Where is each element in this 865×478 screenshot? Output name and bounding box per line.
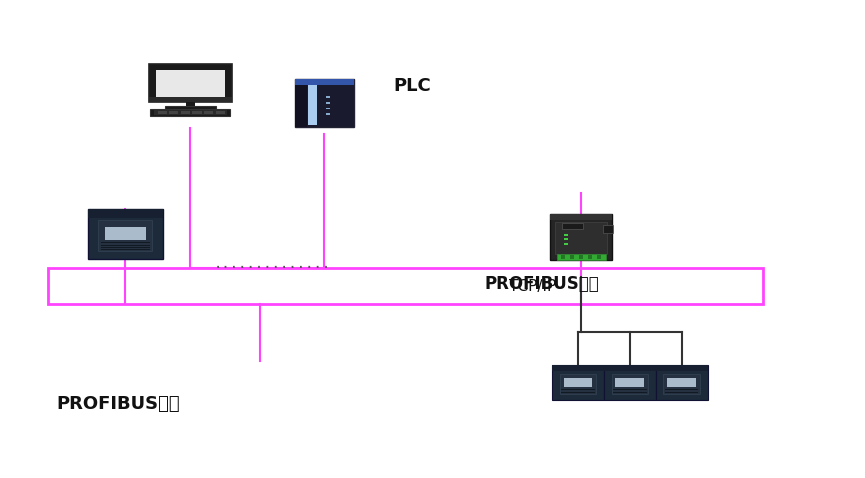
Text: PLC: PLC bbox=[394, 77, 432, 95]
Bar bbox=[215, 113, 225, 114]
Bar bbox=[204, 110, 213, 111]
Bar bbox=[326, 108, 330, 109]
Bar bbox=[663, 374, 700, 394]
Bar bbox=[552, 365, 604, 371]
Bar bbox=[295, 79, 307, 127]
Bar bbox=[668, 378, 696, 387]
Bar bbox=[215, 110, 225, 111]
Bar bbox=[557, 254, 606, 260]
Bar bbox=[100, 249, 151, 250]
Bar bbox=[193, 110, 202, 111]
Bar bbox=[154, 110, 227, 115]
Text: TCP/IP: TCP/IP bbox=[509, 279, 556, 294]
Bar bbox=[564, 378, 593, 387]
Bar bbox=[151, 109, 230, 116]
Text: PROFIBUS设备: PROFIBUS设备 bbox=[56, 395, 180, 413]
Bar bbox=[326, 102, 330, 104]
Bar bbox=[181, 112, 190, 113]
Bar bbox=[181, 113, 190, 114]
Bar bbox=[656, 365, 708, 400]
Bar bbox=[665, 389, 699, 390]
Bar bbox=[181, 110, 190, 111]
Bar bbox=[612, 389, 647, 390]
Text: PROFIBUS总线: PROFIBUS总线 bbox=[484, 275, 599, 293]
Bar bbox=[604, 365, 656, 371]
Bar bbox=[105, 228, 146, 240]
Bar bbox=[564, 243, 568, 245]
Bar bbox=[550, 214, 612, 220]
Bar bbox=[579, 255, 583, 259]
Bar bbox=[156, 70, 225, 98]
Bar bbox=[215, 112, 225, 113]
Bar bbox=[656, 365, 708, 371]
Bar bbox=[555, 222, 607, 254]
Bar bbox=[562, 223, 583, 229]
Bar bbox=[165, 107, 215, 109]
Bar bbox=[603, 225, 613, 233]
Bar bbox=[326, 113, 330, 115]
Bar bbox=[100, 247, 151, 248]
Bar bbox=[616, 378, 644, 387]
Bar bbox=[100, 245, 151, 246]
Bar bbox=[308, 83, 317, 125]
Bar bbox=[612, 392, 647, 393]
Bar bbox=[587, 255, 593, 259]
Bar bbox=[48, 268, 763, 304]
Bar bbox=[193, 112, 202, 113]
Bar bbox=[295, 79, 354, 127]
Bar bbox=[295, 79, 354, 85]
Bar bbox=[88, 208, 163, 218]
Bar bbox=[186, 101, 195, 107]
Bar bbox=[157, 110, 167, 111]
Bar bbox=[149, 97, 232, 102]
Bar bbox=[597, 255, 601, 259]
Bar bbox=[564, 239, 568, 240]
Bar bbox=[604, 365, 656, 400]
Bar bbox=[99, 220, 152, 251]
Bar bbox=[560, 374, 596, 394]
Bar bbox=[100, 242, 151, 243]
Bar bbox=[193, 113, 202, 114]
Bar bbox=[204, 113, 213, 114]
Bar bbox=[612, 374, 648, 394]
Bar bbox=[550, 214, 612, 260]
Bar bbox=[326, 96, 330, 98]
Bar bbox=[561, 255, 566, 259]
Bar bbox=[157, 113, 167, 114]
Bar bbox=[569, 255, 574, 259]
Bar bbox=[561, 392, 595, 393]
Bar bbox=[552, 365, 604, 400]
Bar bbox=[665, 392, 699, 393]
Bar bbox=[564, 234, 568, 236]
Bar bbox=[157, 112, 167, 113]
Bar bbox=[170, 113, 178, 114]
Bar bbox=[170, 112, 178, 113]
Bar bbox=[204, 112, 213, 113]
Bar bbox=[561, 389, 595, 390]
Bar bbox=[149, 64, 232, 102]
Bar bbox=[88, 209, 163, 260]
Text: ··············: ·············· bbox=[214, 261, 331, 275]
Bar bbox=[170, 110, 178, 111]
